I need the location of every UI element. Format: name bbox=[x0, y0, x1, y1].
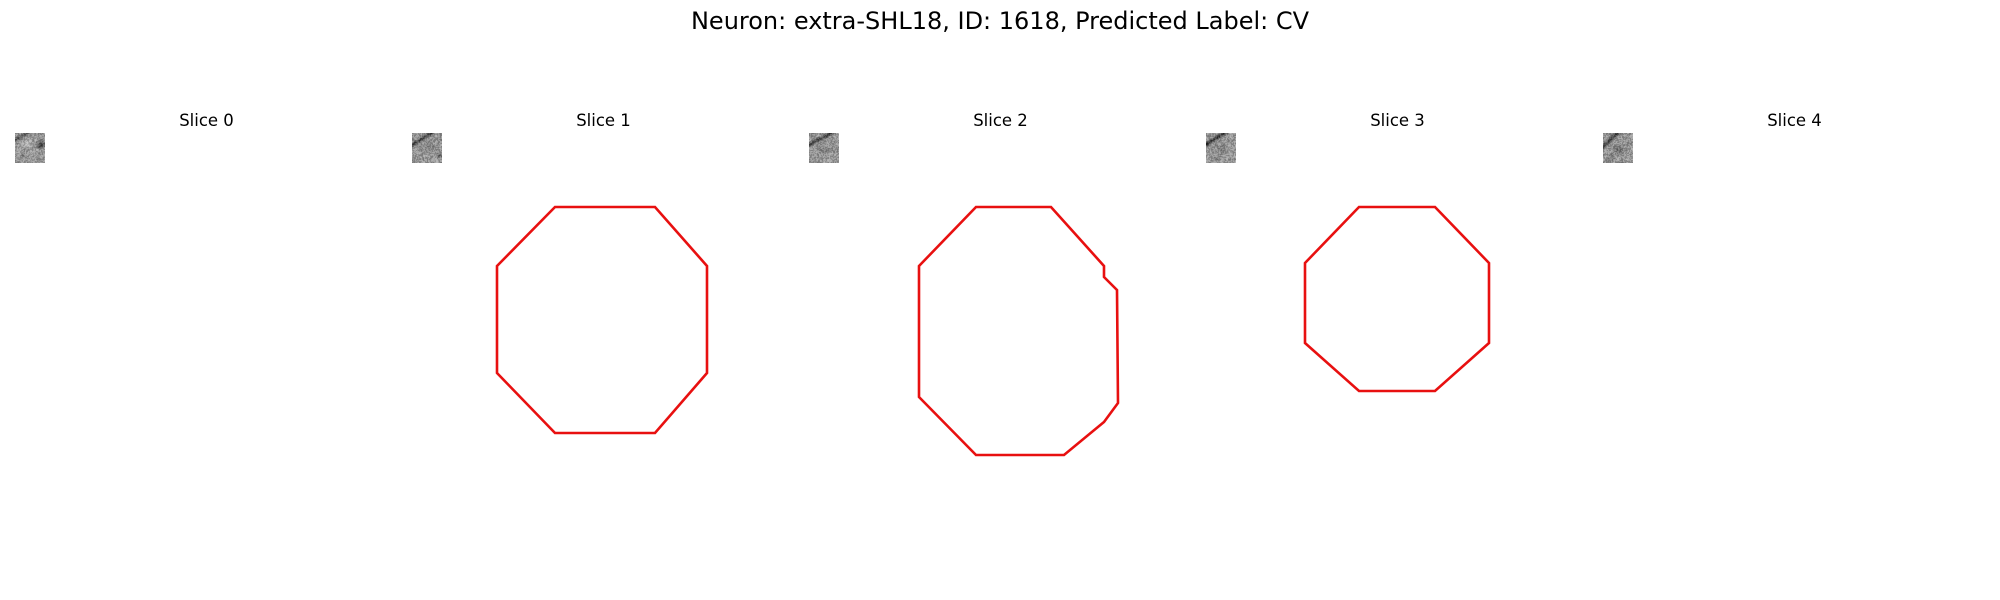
figure-title: Neuron: extra-SHL18, ID: 1618, Predicted… bbox=[690, 7, 1310, 35]
slice-title: Slice 1 bbox=[576, 111, 631, 130]
slice-image bbox=[1206, 133, 1236, 163]
slice-image bbox=[1603, 133, 1633, 163]
slice-panel-1: Slice 1 bbox=[412, 109, 795, 516]
slice-panel-4: Slice 4 bbox=[1603, 109, 1986, 516]
slice-title: Slice 4 bbox=[1767, 111, 1822, 130]
segmentation-contour bbox=[917, 205, 1120, 457]
slice-title: Slice 3 bbox=[1370, 111, 1425, 130]
slice-panel-2: Slice 2 bbox=[809, 109, 1192, 516]
slice-image bbox=[809, 133, 839, 163]
segmentation-contour bbox=[1303, 205, 1491, 393]
slice-image bbox=[15, 133, 45, 163]
slice-panel-3: Slice 3 bbox=[1206, 109, 1589, 516]
slice-image bbox=[412, 133, 442, 163]
slice-panel-0: Slice 0 bbox=[15, 109, 398, 516]
slice-title: Slice 0 bbox=[179, 111, 234, 130]
slice-title: Slice 2 bbox=[973, 111, 1028, 130]
segmentation-contour bbox=[495, 205, 709, 435]
